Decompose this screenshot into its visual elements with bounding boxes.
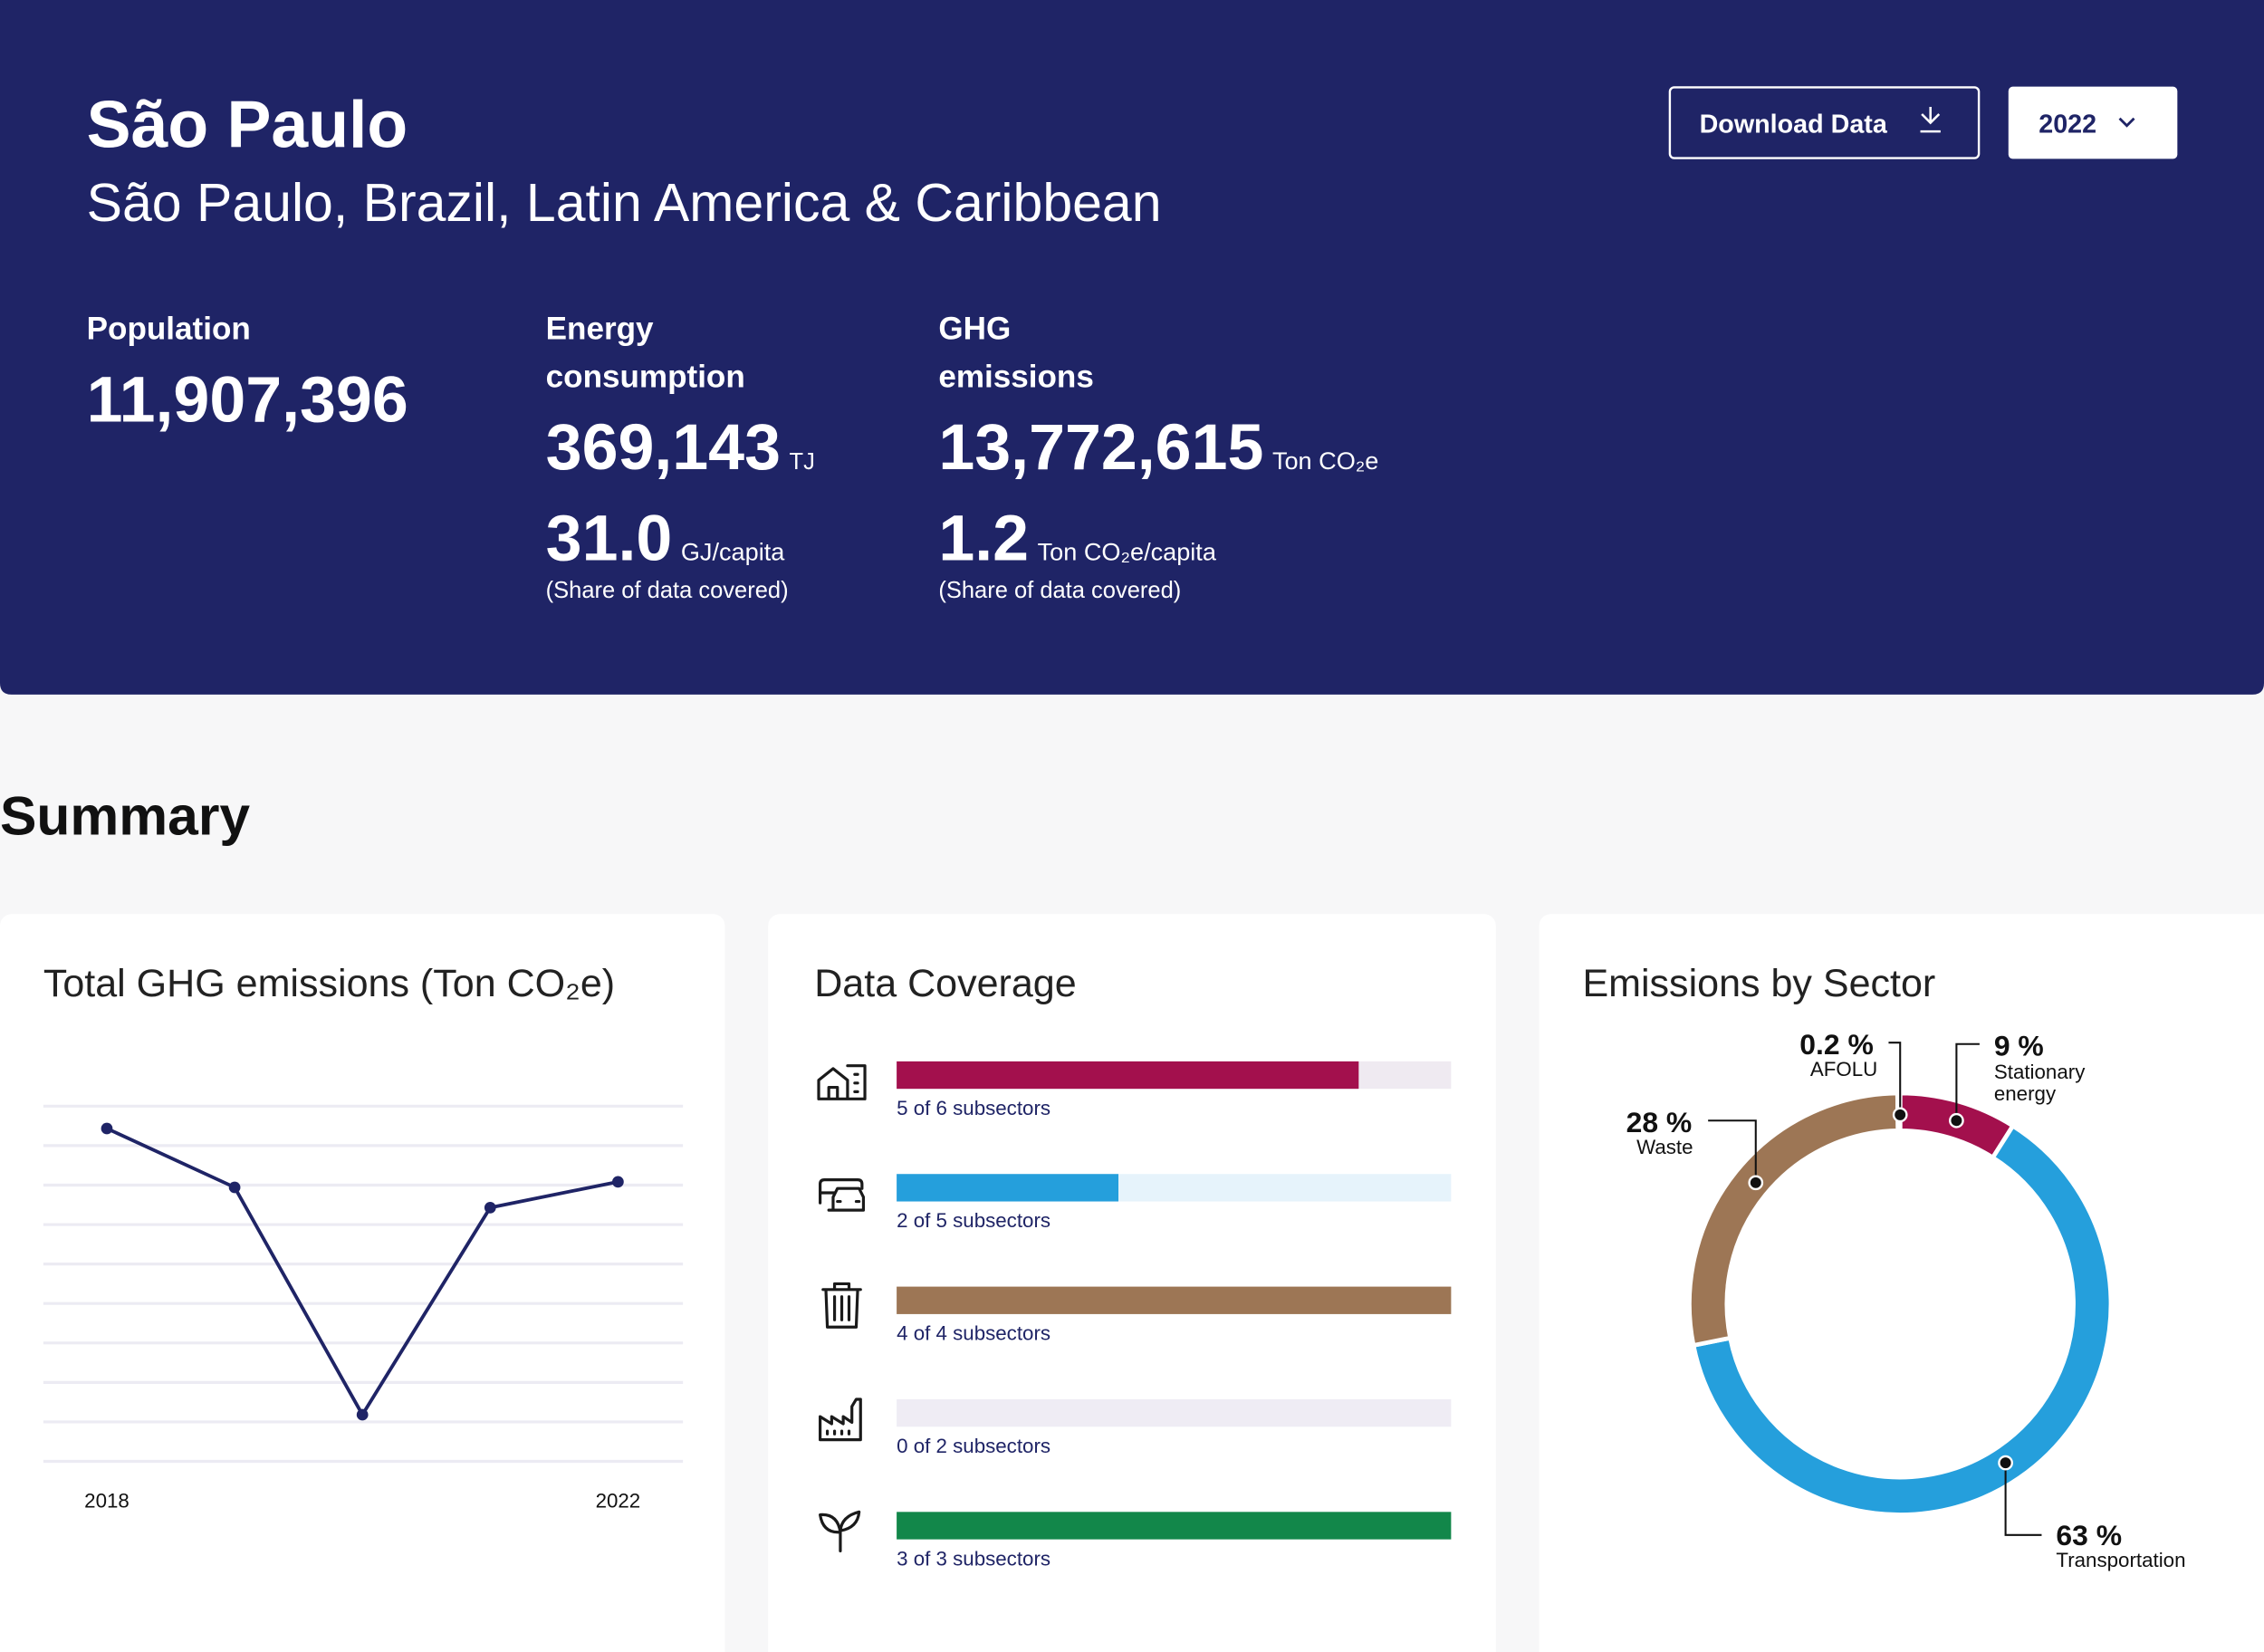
data-point [612, 1176, 624, 1188]
sector-name-box: Waste [1636, 1136, 1693, 1158]
sector-name: Waste [1636, 1136, 1693, 1158]
leader-dot [1748, 1175, 1764, 1191]
stat-unit: GJ/capita [681, 538, 785, 566]
stat-value: 1.2 [938, 503, 1029, 575]
donut-segment [1691, 1122, 2114, 1517]
bar [897, 1174, 1119, 1202]
city-subtitle: São Paulo, Brazil, Latin America & Carib… [87, 173, 1162, 233]
stat-value: 11,907,396 [87, 364, 408, 437]
button-label: 2022 [2039, 110, 2096, 139]
icon-afolu [819, 1510, 861, 1552]
card [768, 914, 1496, 1652]
stat-unit: TJ [790, 449, 815, 475]
card-title: Total GHG emissions (Ton CO₂e) [43, 962, 615, 1005]
year-select[interactable]: 2022 [2008, 86, 2178, 159]
x-tick-label: 2022 [596, 1490, 641, 1513]
button-frame [2008, 86, 2178, 159]
leader-line [1708, 1119, 1757, 1183]
button-frame [1668, 86, 1981, 159]
city-title: São Paulo [87, 88, 408, 162]
leader-dot [1998, 1455, 2013, 1471]
card [0, 914, 725, 1652]
sector-value-label: 63 % [2056, 1519, 2122, 1551]
data-point [356, 1408, 369, 1421]
data-point [101, 1122, 113, 1135]
section-title: Summary [0, 785, 250, 847]
bar-label: 5 of 6 subsectors [897, 1097, 1050, 1119]
bar-label: 4 of 4 subsectors [897, 1322, 1050, 1345]
icon-waste [821, 1282, 862, 1329]
sector-value-label: 9 % [1994, 1030, 2044, 1062]
leader-dot [1949, 1112, 1964, 1129]
stat-label: GHG [938, 312, 1011, 347]
chevron-icon [2118, 117, 2135, 128]
stat-label: Energy [546, 312, 654, 347]
sector-value-label: 0.2 % [1799, 1028, 1874, 1061]
bar-label: 3 of 3 subsectors [897, 1547, 1050, 1570]
stat-label: Population [87, 312, 251, 347]
x-tick-label: 2018 [84, 1490, 130, 1513]
card-title: Emissions by Sector [1582, 962, 1935, 1005]
icon-building [817, 1064, 867, 1100]
stat-label: emissions [938, 359, 1094, 394]
stat-note: (Share of data covered) [546, 578, 789, 603]
sector-name: Transportation [2056, 1549, 2186, 1571]
leader-line [2004, 1463, 2042, 1536]
bar [897, 1512, 1452, 1540]
sector-name-box: AFOLU [1809, 1058, 1878, 1081]
icon-transport [819, 1178, 866, 1212]
stat-value: 13,772,615 [938, 411, 1263, 484]
stat-note: (Share of data covered) [938, 578, 1181, 603]
stat-unit: Ton CO₂e/capita [1038, 538, 1217, 566]
icon-industry [819, 1397, 862, 1442]
leader-line [1888, 1042, 1902, 1115]
sector-name: AFOLU [1809, 1058, 1878, 1081]
sector-name-box: Stationary energy [1993, 1061, 2086, 1105]
card-title: Data Coverage [814, 962, 1076, 1005]
leader-line [1955, 1042, 1980, 1121]
download-button[interactable]: Download Data [1668, 86, 1981, 159]
button-label: Download Data [1700, 110, 1888, 139]
download-icon [1920, 106, 1941, 133]
card [1539, 914, 2264, 1652]
leader-dot [1892, 1107, 1908, 1123]
bar-label: 0 of 2 subsectors [897, 1435, 1050, 1457]
data-point [228, 1181, 241, 1194]
stat-label: consumption [546, 359, 745, 394]
data-point [484, 1201, 496, 1214]
bar [897, 1061, 1359, 1090]
bar-label: 2 of 5 subsectors [897, 1209, 1050, 1232]
header-panel [0, 0, 2264, 695]
sector-value-label: 28 % [1626, 1106, 1693, 1138]
stat-unit: Ton CO₂e [1272, 447, 1378, 475]
stat-value: 369,143 [546, 411, 781, 484]
bar-track [897, 1398, 1452, 1427]
sector-name: Stationary energy [1993, 1061, 2086, 1105]
stat-value: 31.0 [546, 503, 673, 575]
bar [897, 1286, 1452, 1314]
sector-name-box: Transportation [2056, 1549, 2186, 1571]
